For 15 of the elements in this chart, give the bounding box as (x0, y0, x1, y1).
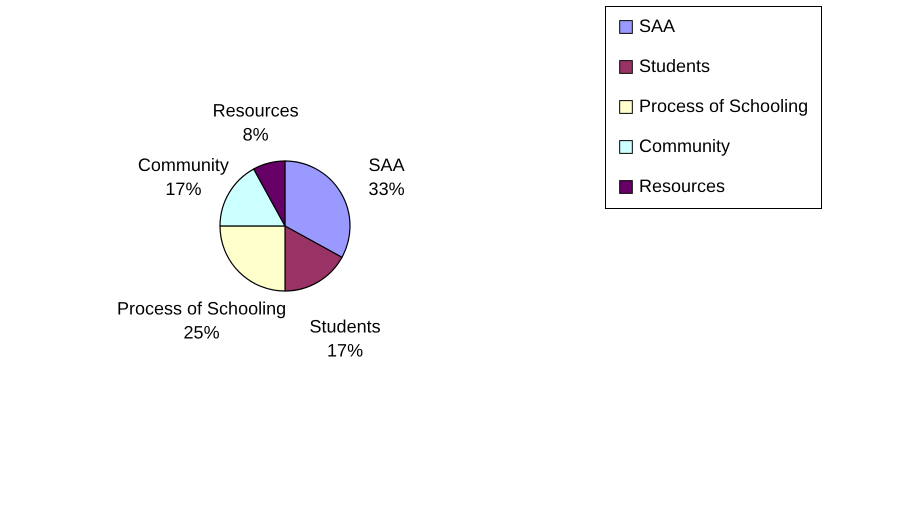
legend-label: Resources (639, 176, 726, 196)
slice-label: Process of Schooling (117, 298, 286, 318)
legend-label: Community (639, 136, 730, 156)
data-label: 8% (242, 124, 269, 145)
slice-label: Students (310, 316, 381, 337)
slice-label: Resources (212, 100, 299, 121)
legend-label: Students (639, 56, 710, 76)
data-label: 25% (184, 322, 220, 342)
data-label: 17% (165, 178, 202, 199)
data-label: 33% (368, 178, 405, 199)
legend-label: Process of Schooling (639, 96, 808, 116)
legend-label: SAA (639, 16, 676, 36)
data-label: 17% (327, 340, 364, 361)
slice-label: SAA (368, 154, 405, 175)
slice-label: Community (138, 154, 229, 175)
